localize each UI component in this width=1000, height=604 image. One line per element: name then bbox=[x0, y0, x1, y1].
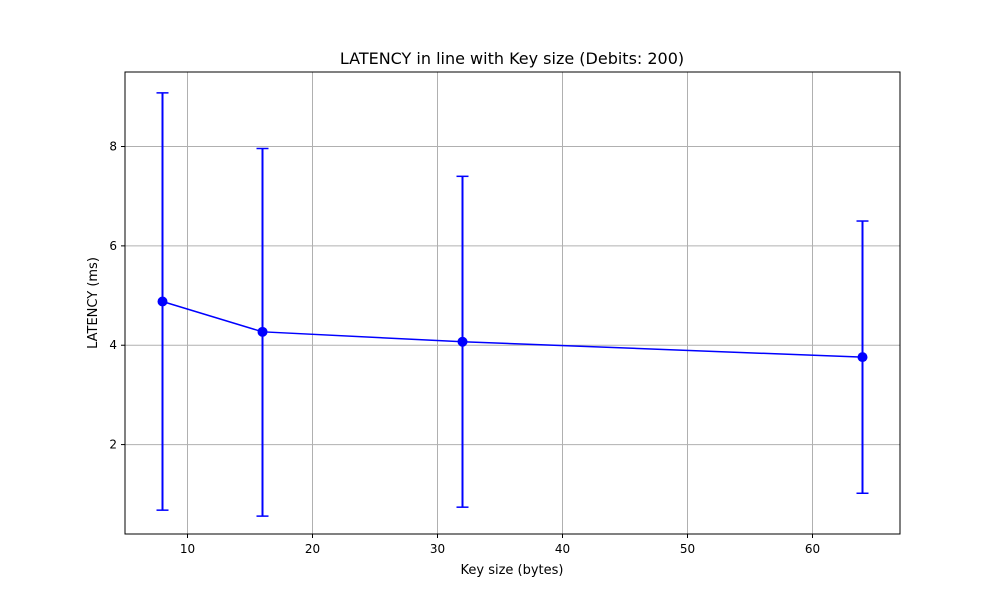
x-tick-label: 40 bbox=[555, 542, 570, 556]
data-point bbox=[257, 326, 268, 337]
data-point bbox=[157, 296, 168, 307]
plot-frame bbox=[124, 71, 901, 535]
y-tick-label: 2 bbox=[109, 438, 117, 452]
series-line bbox=[162, 300, 863, 358]
data-point bbox=[857, 352, 868, 363]
x-tick-label: 10 bbox=[180, 542, 195, 556]
x-tick-label: 50 bbox=[680, 542, 695, 556]
y-tick-label: 6 bbox=[109, 239, 117, 253]
series-layer bbox=[156, 92, 869, 517]
x-tick-label: 30 bbox=[430, 542, 445, 556]
x-tick-label: 60 bbox=[805, 542, 820, 556]
data-point bbox=[457, 336, 468, 347]
y-tick-label: 8 bbox=[109, 140, 117, 154]
axis-ticks: 10 20 30 40 50 60 2 4 6 8 bbox=[109, 140, 820, 556]
chart-title: LATENCY in line with Key size (Debits: 2… bbox=[340, 49, 684, 68]
y-axis-label: LATENCY (ms) bbox=[86, 257, 101, 349]
x-axis-label: Key size (bytes) bbox=[461, 563, 564, 578]
y-tick-label: 4 bbox=[109, 338, 117, 352]
plot-background bbox=[125, 72, 900, 534]
x-tick-label: 20 bbox=[305, 542, 320, 556]
grid-lines bbox=[125, 72, 900, 534]
